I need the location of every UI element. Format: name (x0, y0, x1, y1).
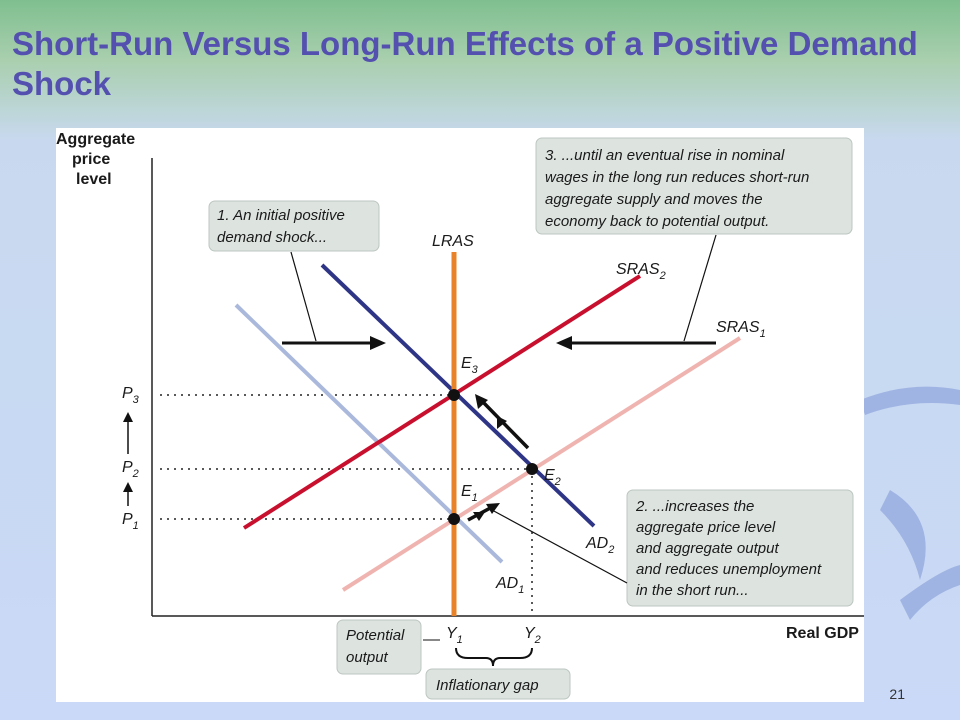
inflationary-gap-callout: Inflationary gap (425, 668, 571, 700)
e1-point (448, 513, 460, 525)
sras2-curve (242, 274, 642, 530)
svg-text:demand shock...: demand shock... (217, 229, 327, 246)
slide-number: 21 (889, 686, 905, 702)
sras-shift-arrow (556, 336, 716, 350)
e3-point (448, 389, 460, 401)
background-swoosh-decoration (860, 386, 960, 620)
annotation-1-callout: 1. An initial positive demand shock... (208, 200, 380, 342)
p1-to-p2-arrow (123, 482, 133, 506)
potential-output-callout: Potential output (336, 619, 440, 675)
svg-text:3. ...until an eventual rise i: 3. ...until an eventual rise in nominal (545, 147, 785, 164)
p3-label: P3 (122, 385, 140, 406)
svg-text:aggregate price level: aggregate price level (636, 519, 776, 536)
sras2-label: SRAS2 (616, 261, 666, 282)
e3-label: E3 (461, 355, 479, 376)
e1-label: E1 (461, 483, 478, 504)
e2-to-e3-arrow (475, 394, 530, 450)
svg-text:Potential: Potential (346, 627, 405, 644)
annotation-2-callout: 2. ...increases the aggregate price leve… (491, 489, 854, 607)
e2-point (526, 463, 538, 475)
ad-as-diagram: Aggregate price level Real GDP LRAS SRAS… (56, 128, 864, 702)
y-axis-label-line2: price (72, 151, 110, 168)
x-axis-label: Real GDP (786, 625, 859, 642)
svg-text:Inflationary gap: Inflationary gap (436, 677, 539, 694)
inflationary-gap-brace (455, 647, 533, 667)
slide-title: Short-Run Versus Long-Run Effects of a P… (12, 25, 918, 102)
y1-label: Y1 (446, 625, 463, 646)
e2-label: E2 (544, 467, 561, 488)
y2-label: Y2 (524, 625, 541, 646)
svg-text:1. An initial positive: 1. An initial positive (217, 207, 345, 224)
svg-text:economy back to potential outp: economy back to potential output. (545, 213, 769, 230)
y-axis-label-line1: Aggregate (56, 131, 135, 148)
svg-text:and reduces unemployment: and reduces unemployment (636, 561, 822, 578)
sras1-label: SRAS1 (716, 319, 766, 340)
sras1-curve (341, 336, 742, 592)
svg-text:and aggregate output: and aggregate output (636, 540, 779, 557)
y-axis-label-line3: level (76, 171, 112, 188)
p2-to-p3-arrow (123, 412, 133, 454)
svg-text:wages in the long run reduces: wages in the long run reduces short-run (545, 169, 809, 186)
ad-shift-arrow (282, 336, 386, 350)
annotation-3-callout: 3. ...until an eventual rise in nominal … (535, 137, 853, 342)
svg-text:in the short run...: in the short run... (636, 582, 749, 599)
p2-label: P2 (122, 459, 139, 480)
lras-label: LRAS (432, 233, 474, 250)
e1-to-e2-arrow (467, 503, 500, 522)
svg-text:output: output (346, 649, 389, 666)
p1-label: P1 (122, 511, 139, 532)
ad2-label: AD2 (585, 535, 614, 556)
svg-text:aggregate supply and moves the: aggregate supply and moves the (545, 191, 763, 208)
diagram-svg: Aggregate price level Real GDP LRAS SRAS… (56, 131, 864, 700)
svg-text:2. ...increases the: 2. ...increases the (635, 498, 754, 515)
ad1-label: AD1 (495, 575, 524, 596)
